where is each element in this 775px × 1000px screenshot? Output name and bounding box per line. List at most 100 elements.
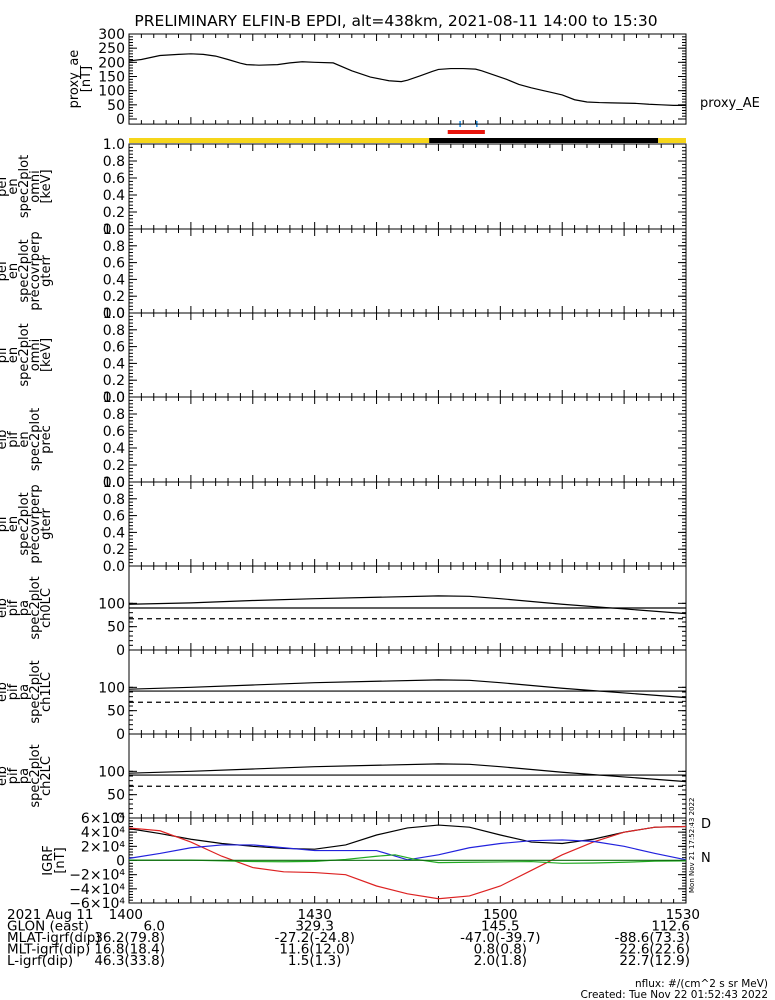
y-tick-label: 0.0 [103, 222, 125, 238]
y-tick-label: 100 [98, 84, 125, 100]
y-axis-label: spec2plot [17, 492, 32, 555]
y-tick-label: 0.2 [103, 373, 125, 389]
ephemeris-value: 22.6(22.6) [619, 942, 690, 958]
ephemeris-row-label: L-igrf(dip) [7, 953, 73, 969]
y-axis-label: [keV] [39, 169, 54, 203]
series-line-pitch_angle [128, 595, 687, 615]
ephemeris-value: 16.8(18.4) [94, 942, 165, 958]
y-axis-label: omni [28, 170, 43, 202]
y-axis-label: spec2plot [28, 744, 43, 807]
y-tick-label: 0.8 [103, 492, 125, 508]
y-tick-label: 0.2 [103, 205, 125, 221]
y-axis-label: elb [0, 766, 10, 786]
panel-9: 6×10⁴4×10⁴2×10⁴0−2×10⁴−4×10⁴−6×10⁴IGRF[n… [41, 811, 711, 912]
ephemeris-value: 0.8(0.8) [474, 942, 527, 958]
y-axis-label: gterr [39, 254, 54, 286]
y-axis-label: prec [39, 425, 54, 453]
y-tick-label: 0.6 [103, 256, 125, 272]
y-tick-label: 0.4 [103, 356, 125, 372]
y-axis-label: elb [0, 598, 10, 618]
panel-frame-5 [128, 481, 687, 567]
y-axis-label: proxy_ae [67, 50, 82, 109]
y-tick-label: 0.8 [103, 239, 125, 255]
y-axis-label: spec2plot [28, 576, 43, 639]
status-segment-1 [429, 138, 659, 143]
ephemeris-value: 1400 [109, 907, 143, 923]
y-tick-label: 0.4 [103, 272, 125, 288]
y-tick-label: −6×10⁴ [69, 896, 125, 912]
y-tick-label: 200 [98, 55, 125, 71]
y-axis-label: ch2LC [39, 756, 54, 796]
ephemeris-value: 1530 [666, 907, 700, 923]
y-axis-label: en [6, 516, 21, 532]
panels: 300250200150100500proxy_ae[nT]proxy_AE1.… [0, 27, 760, 912]
y-axis-label: pif [0, 346, 10, 363]
y-tick-label: 0.4 [103, 441, 125, 457]
y-axis-label: pef [0, 260, 10, 281]
y-tick-label: 0.0 [103, 559, 125, 575]
legend-label-n: N [701, 851, 711, 866]
panel-frame-8 [128, 733, 687, 819]
y-tick-label: 0.4 [103, 525, 125, 541]
y-axis-label: [nT] [79, 66, 94, 92]
ephemeris-value: 6.0 [144, 919, 165, 935]
ephemeris-value: 46.3(33.8) [94, 953, 165, 969]
status-segment-2 [658, 138, 686, 143]
y-tick-label: 6×10⁴ [81, 811, 125, 827]
y-axis-label: en [6, 263, 21, 279]
panel-frame-4 [128, 396, 687, 483]
units-note: nflux: #/(cm^2 s sr MeV) [635, 978, 768, 990]
y-tick-label: 0.6 [103, 424, 125, 440]
y-axis-label: pif [0, 515, 10, 532]
y-tick-label: 100 [98, 680, 125, 696]
y-tick-label: 1.0 [103, 390, 125, 406]
series-line-pitch_angle [128, 763, 687, 783]
y-tick-label: 50 [107, 98, 125, 114]
ephemeris-value: 145.5 [481, 919, 520, 935]
y-axis-label: [nT] [53, 847, 68, 873]
y-axis-label: IGRF [41, 845, 56, 875]
series-line-proxy_AE [128, 53, 686, 107]
y-axis-label: pif [6, 599, 21, 616]
ephemeris-value: 1.5(1.3) [288, 953, 341, 969]
y-tick-label: 0.4 [103, 188, 125, 204]
y-tick-label: −4×10⁴ [69, 882, 125, 898]
ephemeris-value: 36.2(79.8) [94, 930, 165, 946]
y-tick-label: 0 [116, 643, 125, 659]
y-tick-label: 50 [107, 704, 125, 720]
y-tick-label: 100 [98, 764, 125, 780]
series-line-green [129, 854, 687, 864]
side-timestamp: Mon Nov 21 17:52:43 2022 [688, 798, 696, 893]
y-axis-label: omni [28, 339, 43, 371]
y-tick-label: 0.6 [103, 171, 125, 187]
y-tick-label: 50 [107, 620, 125, 636]
panel-frame-1 [128, 143, 687, 230]
y-axis-label: elb [0, 682, 10, 702]
status-segment-0 [129, 138, 430, 143]
y-tick-label: 0.2 [103, 289, 125, 305]
y-axis-label: en [6, 347, 21, 363]
ephemeris-value: 11.6(12.0) [279, 942, 350, 958]
y-axis-label: pa [17, 768, 32, 784]
y-tick-label: 0 [116, 112, 125, 128]
y-tick-label: 1.0 [103, 475, 125, 491]
y-tick-label: 4×10⁴ [81, 825, 125, 841]
y-tick-label: 0.2 [103, 542, 125, 558]
y-tick-label: 2×10⁴ [81, 839, 125, 855]
y-axis-label: pif [6, 683, 21, 700]
panel-frame-0 [128, 33, 687, 125]
y-tick-label: 0 [116, 811, 125, 827]
series-line-red [128, 825, 687, 900]
series-line-blue [128, 839, 687, 861]
ephemeris-row-label: GLON (east) [7, 919, 89, 935]
y-tick-label: 250 [98, 41, 125, 57]
y-axis-label: pif [6, 767, 21, 784]
y-tick-label: 0.8 [103, 407, 125, 423]
y-axis-label: gterr [39, 507, 54, 539]
ephemeris-value: -27.2(-24.8) [274, 930, 354, 946]
ephemeris-value: -47.0(-39.7) [460, 930, 540, 946]
y-axis-label: spec2plot [17, 239, 32, 302]
